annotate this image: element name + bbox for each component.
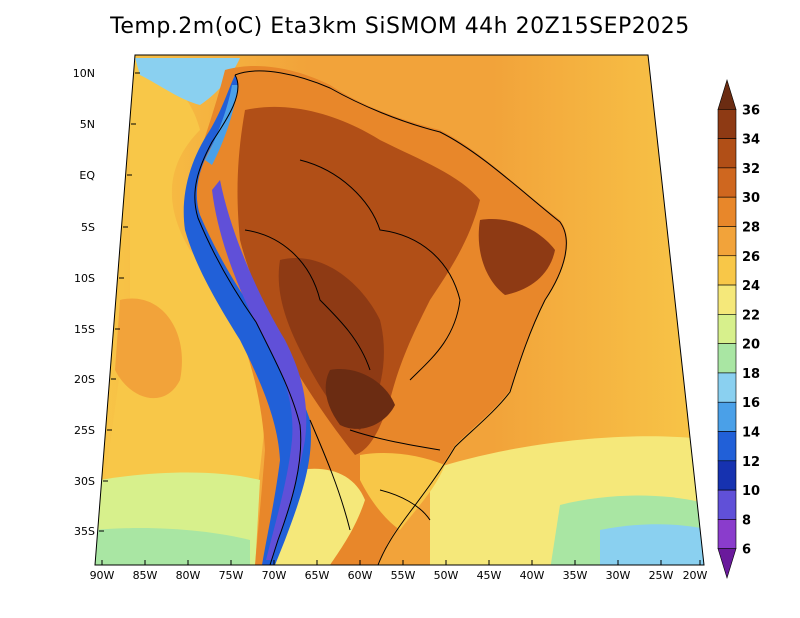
lon-label: 30W [606,569,631,582]
lon-label: 75W [219,569,244,582]
colorbar-swatch [717,343,737,374]
lon-label: 65W [305,569,330,582]
lon-label: 50W [434,569,459,582]
lon-label: 25W [649,569,674,582]
colorbar-label: 36 [742,103,760,118]
colorbar-label: 28 [742,220,760,235]
lon-label: 45W [477,569,502,582]
colorbar-swatch [717,78,737,110]
colorbar-swatch [717,284,737,315]
map-title: Temp.2m(oC) Eta3km SiSMOM 44h 20Z15SEP20… [110,14,690,39]
north-andes-cool [205,85,238,165]
colorbar-label: 20 [742,338,760,353]
lat-label: EQ [79,169,95,182]
colorbar-swatch [717,108,737,139]
southern-brazil-mild [360,453,445,530]
lat-label: 10N [73,67,95,80]
map-frame [94,54,705,566]
northeast-hot [478,219,555,295]
caribbean-cool [135,58,240,105]
andes-cold [183,75,311,565]
colorbar-swatch [717,401,737,432]
border-1 [299,159,461,381]
south-atlantic-coolest [600,524,704,565]
border-3 [349,429,441,451]
border-5 [379,489,431,521]
colorbar-label: 14 [742,426,760,441]
colorbar: 36 34 32 30 28 26 24 22 20 18 16 14 12 10 8 6 [717,78,760,580]
lon-label: 80W [176,569,201,582]
pacific-coastline [194,74,302,566]
colorbar-label: 10 [742,484,760,499]
map-domain [95,55,704,565]
lon-label: 35W [563,569,588,582]
latitude-axis: 10N 5N EQ 5S 10S 15S 20S 25S 30S 35S [73,67,140,538]
pacific-warm-patch [115,298,182,399]
south-pacific-cooler [95,528,250,565]
lon-label: 60W [348,569,373,582]
chaco-hottest [325,369,395,429]
lat-label: 5S [81,221,95,234]
colorbar-swatch [717,255,737,286]
lat-label: 30S [74,475,95,488]
lat-label: 5N [80,118,95,131]
border-4 [309,419,351,531]
border-2 [244,229,371,371]
lat-label: 20S [74,373,95,386]
borders [194,70,567,566]
interior-hot [237,106,480,456]
longitude-axis: 90W 85W 80W 75W 70W 65W 60W 55W 50W 45W … [90,560,708,582]
lat-label: 10S [74,272,95,285]
pacific-mild [95,60,265,565]
colorbar-swatch [717,372,737,403]
colorbar-label: 26 [742,250,760,265]
lat-label: 25S [74,424,95,437]
colorbar-label: 12 [742,455,760,470]
lat-label: 15S [74,323,95,336]
colorbar-swatch [717,489,737,520]
colorbar-swatch [717,431,737,462]
colorbar-label: 6 [742,543,751,558]
lon-label: 90W [90,569,115,582]
colorbar-swatch [717,460,737,491]
colorbar-swatch [717,138,737,169]
lon-label: 40W [520,569,545,582]
colorbar-label: 8 [742,513,751,528]
colorbar-label: 32 [742,162,760,177]
lon-label: 20W [683,569,708,582]
colorbar-swatch [717,519,737,550]
colorbar-label: 16 [742,396,760,411]
colorbar-swatch [717,226,737,257]
colorbar-swatch [717,548,737,580]
lon-label: 85W [133,569,158,582]
colorbar-label: 34 [742,133,760,148]
colorbar-label: 24 [742,279,760,294]
colorbar-label: 18 [742,367,760,382]
colorbar-swatch [717,167,737,198]
atlantic-coastline [234,70,567,566]
lon-label: 70W [262,569,287,582]
colorbar-label: 22 [742,308,760,323]
colorbar-swatch [717,196,737,227]
andes-coldest [212,180,307,560]
lat-label: 35S [74,525,95,538]
lon-label: 55W [391,569,416,582]
colorbar-swatch [717,314,737,344]
colorbar-label: 30 [742,191,760,206]
